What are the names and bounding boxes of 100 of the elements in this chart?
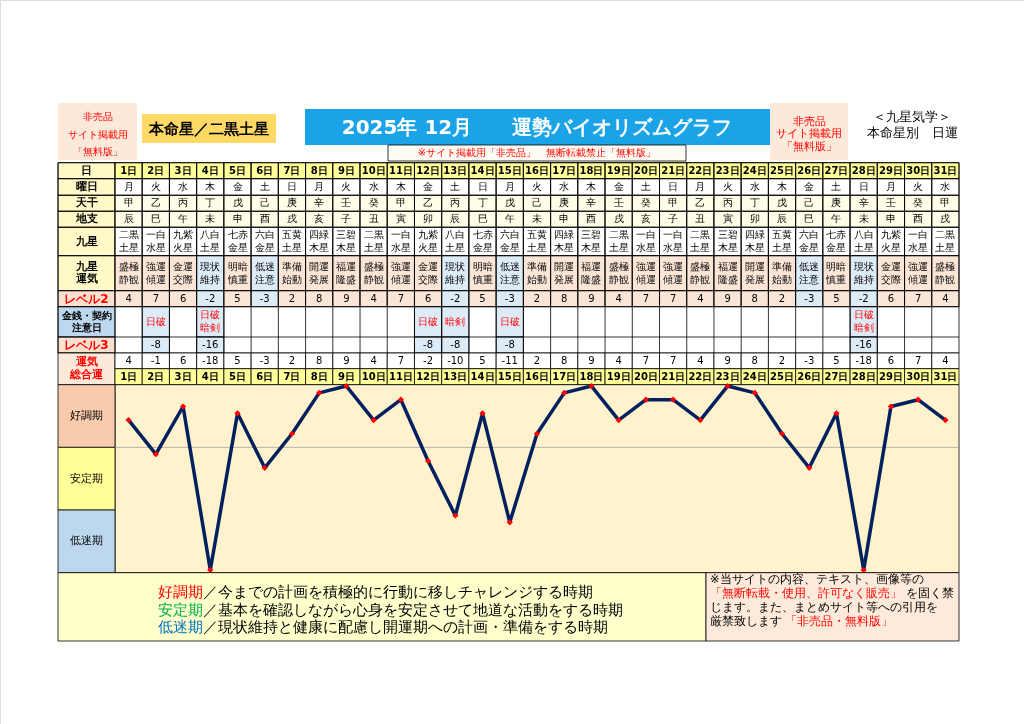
x-tick-label: 20日 xyxy=(633,370,658,382)
text: 三碧木星 xyxy=(717,229,738,253)
text: 開運発展 xyxy=(744,260,765,285)
text: 強運傾運 xyxy=(390,260,411,285)
text: 強運傾運 xyxy=(635,260,656,285)
text: 福運隆盛 xyxy=(336,260,357,285)
x-tick-label: 12日 xyxy=(416,164,441,176)
text: 辛 xyxy=(858,197,869,209)
text: 低迷注意 xyxy=(799,260,820,285)
text: 丁 xyxy=(477,197,488,209)
text: 七赤金星 xyxy=(826,229,847,253)
text: 八白土星 xyxy=(200,229,221,253)
x-tick-label: 3日 xyxy=(174,164,192,176)
text: 一白水星 xyxy=(390,229,411,253)
x-tick-label: 23日 xyxy=(715,370,740,382)
text: 寅 xyxy=(722,213,733,225)
text: 丙 xyxy=(178,197,189,209)
text: 明暗慎重 xyxy=(227,260,248,285)
x-tick-label: 13日 xyxy=(443,370,468,382)
text: 月 xyxy=(123,181,134,192)
text: 八白土星 xyxy=(853,229,874,253)
x-tick-label: 5日 xyxy=(229,164,246,176)
text: 2 xyxy=(288,292,296,304)
text: 四緑木星 xyxy=(554,229,575,253)
text: 丑 xyxy=(695,213,706,225)
y-tick-label: 天干 xyxy=(74,196,98,209)
text: 土 xyxy=(640,181,651,192)
text: ※サイト掲載用「非売品」 無断転載禁止「無料版」 xyxy=(417,147,657,158)
text: 未 xyxy=(858,213,869,225)
y-tick-label: レベル3 xyxy=(64,338,109,352)
text: 7 xyxy=(642,292,650,304)
text: 金 xyxy=(423,181,434,192)
text: 壬 xyxy=(341,197,352,209)
data-label: -11 xyxy=(501,354,518,366)
annotation: ※当サイトの内容、テキスト、画像等の xyxy=(710,572,924,586)
data-label: -18 xyxy=(202,354,219,366)
text: 戌 xyxy=(613,213,624,225)
x-tick-label: 13日 xyxy=(443,164,468,176)
text: ＜九星気学＞本命星別 日運 xyxy=(866,109,958,140)
x-tick-label: 27日 xyxy=(824,164,849,176)
text: 強運傾運 xyxy=(908,260,929,285)
data-label: 2 xyxy=(288,354,296,366)
text: 「非売品・無料版」 xyxy=(785,614,894,628)
data-label: 9 xyxy=(343,354,350,366)
text: 5 xyxy=(833,292,840,304)
text: 六白金星 xyxy=(799,229,820,253)
text: 辛 xyxy=(586,197,597,209)
text: -2 xyxy=(450,292,461,304)
x-tick-label: 16日 xyxy=(525,370,549,382)
data-label: 5 xyxy=(833,354,840,366)
x-tick-label: 18日 xyxy=(579,370,604,382)
text: 火 xyxy=(341,181,352,192)
text: 戌 xyxy=(286,213,297,225)
text: 六白金星 xyxy=(254,229,275,253)
text: 4 xyxy=(697,292,704,304)
text: 9 xyxy=(588,292,595,304)
data-label: 4 xyxy=(370,354,377,366)
chart-title: 2025年 12月 運勢バイオリズムグラフ xyxy=(341,114,733,139)
text: 明暗慎重 xyxy=(472,260,493,285)
data-label: 5 xyxy=(479,354,486,366)
text: 金 xyxy=(804,181,815,192)
text: 庚 xyxy=(286,197,297,209)
data-label: -18 xyxy=(855,354,872,366)
text: 四緑木星 xyxy=(309,229,330,253)
text: 木 xyxy=(586,181,597,192)
text: -8 xyxy=(423,339,434,350)
text: 4 xyxy=(942,292,949,304)
text: 甲 xyxy=(123,197,134,209)
data-label: 6 xyxy=(179,354,187,366)
text: 申 xyxy=(885,213,896,225)
x-tick-label: 15日 xyxy=(497,164,522,176)
text: 八白土星 xyxy=(445,229,466,253)
text: 2 xyxy=(778,292,786,304)
text: 5 xyxy=(479,292,486,304)
text: -8 xyxy=(450,339,461,350)
text: 安定期 xyxy=(70,471,103,484)
text: 金 xyxy=(613,181,624,192)
text: 非売品サイト掲載用「無料版」 xyxy=(68,111,128,157)
text: -3 xyxy=(804,292,815,304)
x-tick-label: 20日 xyxy=(633,164,658,176)
text: 6 xyxy=(887,292,895,304)
text: 火 xyxy=(150,181,161,192)
text: 現状維持 xyxy=(853,260,874,285)
text: 亥 xyxy=(314,213,325,225)
text: 4 xyxy=(370,292,377,304)
text: 低迷注意 xyxy=(499,260,520,285)
text: 日破 xyxy=(853,309,874,321)
text: 明暗慎重 xyxy=(826,260,847,285)
text: ／現状維持と健康に配慮し開運期への計画・準備をする時期 xyxy=(203,618,608,636)
text: 盛極静観 xyxy=(935,260,956,285)
text: 金運交際 xyxy=(418,260,439,285)
text: 二黒土星 xyxy=(935,229,956,253)
text: 甲 xyxy=(940,197,951,209)
text: 卯 xyxy=(423,213,434,225)
text: 日 xyxy=(668,181,679,192)
x-tick-label: 18日 xyxy=(579,164,604,176)
text: 五黄土星 xyxy=(772,229,793,253)
text: 6 xyxy=(424,292,432,304)
text: 子 xyxy=(341,213,352,225)
x-tick-label: 10日 xyxy=(361,164,386,176)
